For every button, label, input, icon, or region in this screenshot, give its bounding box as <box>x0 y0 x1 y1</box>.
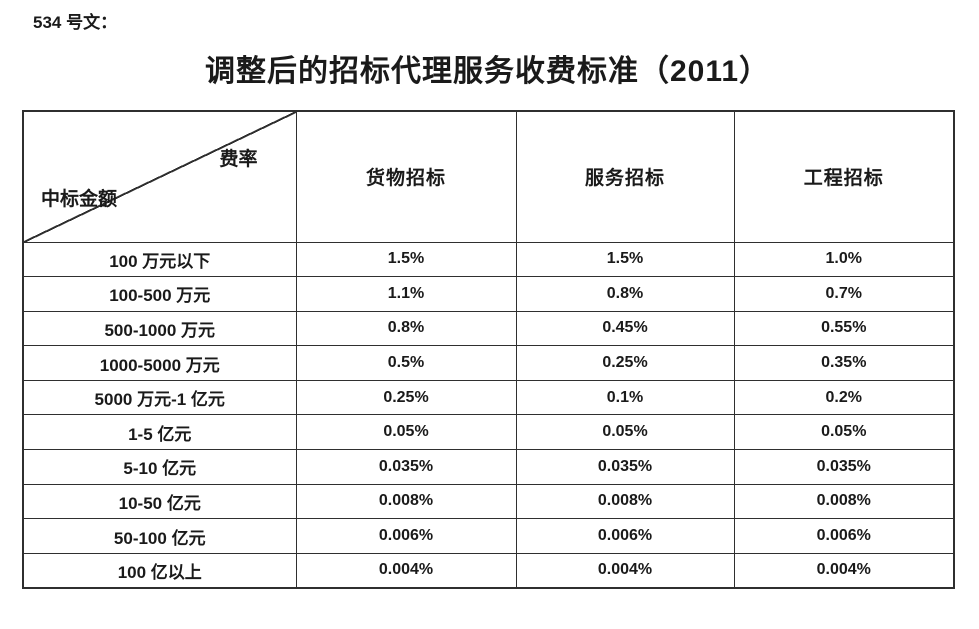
fee-value: 0.25% <box>515 345 735 381</box>
row-label: 100 万元以下 <box>22 241 297 278</box>
fee-value: 0.035% <box>733 449 955 485</box>
doc-number-label: 534 号文： <box>33 13 118 32</box>
table-row: 100-500 万元 1.1% 0.8% 0.7% <box>22 276 955 312</box>
fee-value: 0.35% <box>733 345 955 381</box>
fee-value: 0.035% <box>295 449 517 485</box>
fee-value: 0.5% <box>295 345 517 381</box>
row-label: 500-1000 万元 <box>22 310 297 347</box>
column-header-services: 服务招标 <box>515 110 735 243</box>
column-header-engineering: 工程招标 <box>733 110 955 243</box>
fee-value: 0.006% <box>515 518 735 554</box>
fee-value: 0.006% <box>733 518 955 554</box>
fee-value: 0.008% <box>515 483 735 520</box>
row-label: 50-100 亿元 <box>22 518 297 554</box>
table-row: 5000 万元-1 亿元 0.25% 0.1% 0.2% <box>22 379 955 416</box>
fee-value: 0.55% <box>733 310 955 347</box>
fee-value: 0.25% <box>295 379 517 416</box>
fee-value: 0.004% <box>295 552 517 589</box>
row-label: 100 亿以上 <box>22 552 297 589</box>
table-header-row: 费率 中标金额 货物招标 服务招标 工程招标 <box>22 110 955 243</box>
fee-value: 0.035% <box>515 449 735 485</box>
fee-value: 0.05% <box>733 414 955 451</box>
table-row: 5-10 亿元 0.035% 0.035% 0.035% <box>22 449 955 485</box>
fee-value: 0.05% <box>295 414 517 451</box>
fee-value: 1.5% <box>515 241 735 278</box>
fee-value: 0.05% <box>515 414 735 451</box>
fee-value: 0.006% <box>295 518 517 554</box>
corner-label-fee-rate: 费率 <box>219 149 258 170</box>
table-row: 100 万元以下 1.5% 1.5% 1.0% <box>22 241 955 278</box>
table-row: 100 亿以上 0.004% 0.004% 0.004% <box>22 552 955 589</box>
table-row: 1-5 亿元 0.05% 0.05% 0.05% <box>22 414 955 451</box>
fee-value: 0.004% <box>515 552 735 589</box>
corner-label-bid-amount: 中标金额 <box>41 189 118 210</box>
table-row: 500-1000 万元 0.8% 0.45% 0.55% <box>22 310 955 347</box>
fee-value: 0.2% <box>733 379 955 416</box>
fee-value: 0.45% <box>515 310 735 347</box>
fee-value: 1.5% <box>295 241 517 278</box>
fee-value: 0.1% <box>515 379 735 416</box>
page-title: 调整后的招标代理服务收费标准（2011） <box>204 55 771 88</box>
row-label: 1-5 亿元 <box>22 414 297 451</box>
fee-value: 0.008% <box>295 483 517 520</box>
table-row: 10-50 亿元 0.008% 0.008% 0.008% <box>22 483 955 520</box>
fee-value: 1.0% <box>733 241 955 278</box>
fee-value: 0.008% <box>733 483 955 520</box>
row-label: 5000 万元-1 亿元 <box>22 379 297 416</box>
fee-value: 0.004% <box>733 552 955 589</box>
table-row: 50-100 亿元 0.006% 0.006% 0.006% <box>22 518 955 554</box>
column-header-goods: 货物招标 <box>295 110 517 243</box>
row-label: 5-10 亿元 <box>22 449 297 485</box>
fee-value: 0.7% <box>733 276 955 312</box>
fee-rate-table: 费率 中标金额 货物招标 服务招标 工程招标 100 万元以下 1.5% 1.5… <box>22 110 955 589</box>
table-row: 1000-5000 万元 0.5% 0.25% 0.35% <box>22 345 955 381</box>
row-label: 100-500 万元 <box>22 276 297 312</box>
fee-value: 0.8% <box>295 310 517 347</box>
corner-header-cell: 费率 中标金额 <box>22 110 297 243</box>
row-label: 10-50 亿元 <box>22 483 297 520</box>
fee-value: 0.8% <box>515 276 735 312</box>
row-label: 1000-5000 万元 <box>22 345 297 381</box>
fee-value: 1.1% <box>295 276 517 312</box>
